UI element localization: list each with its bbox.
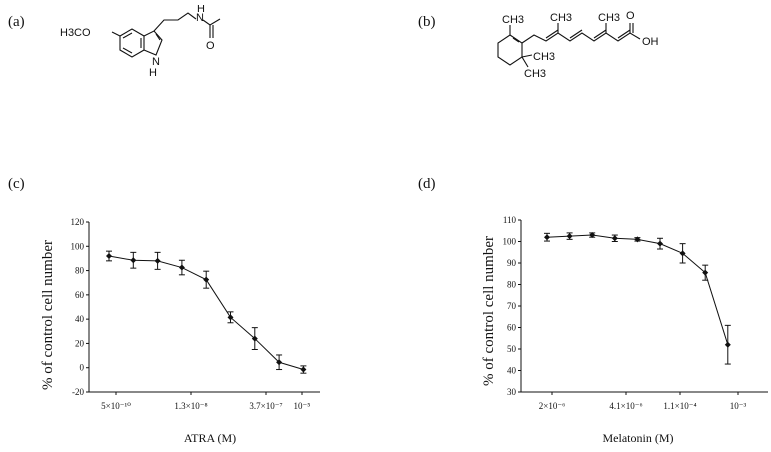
y-tick-label: 100 (503, 237, 517, 247)
data-point (724, 341, 731, 348)
x-tick-label: 1.1×10⁻⁴ (663, 401, 696, 411)
panel-label-a: (a) (8, 14, 25, 30)
data-point (106, 253, 112, 259)
panel-label-d: (d) (418, 176, 436, 192)
y-tick-label: 100 (71, 241, 85, 251)
amide-n-label: N (196, 12, 204, 24)
methyl-5-label: CH3 (524, 68, 546, 80)
y-tick-label: 40 (507, 366, 517, 376)
data-point (227, 314, 234, 321)
x-tick-label: 10⁻⁵ (294, 401, 311, 411)
y-tick-label: 110 (503, 215, 517, 225)
data-point (657, 240, 663, 247)
data-point (178, 264, 185, 271)
y-tick-label: 70 (507, 301, 517, 311)
y-tick-label: 90 (507, 258, 517, 268)
y-tick-label: 80 (507, 280, 517, 290)
retinoic-acid-structure: CH3 CH3 CH3 CH3 CH3 O OH (497, 10, 659, 80)
data-point (154, 257, 161, 264)
data-point (203, 276, 210, 283)
melatonin-x-axis-title: Melatonin (M) (603, 431, 674, 445)
carbonyl-o-label: O (206, 40, 215, 52)
data-point (634, 236, 641, 243)
y-tick-label: 40 (75, 314, 85, 324)
y-tick-label: 120 (71, 217, 85, 227)
methyl-2-label: CH3 (550, 12, 572, 24)
data-point (611, 235, 618, 242)
methyl-3-label: CH3 (598, 12, 620, 24)
y-tick-label: 60 (75, 290, 85, 300)
carboxyl-o-label: O (626, 10, 635, 22)
y-tick-label: 0 (80, 363, 85, 373)
data-point (702, 269, 709, 276)
data-point (589, 232, 596, 239)
amide-h-label: H (197, 5, 205, 15)
indole-h-label: H (149, 67, 157, 79)
y-tick-label: 80 (75, 266, 85, 276)
atra-y-axis-title: % of control cell number (40, 240, 56, 390)
y-tick-label: 30 (507, 387, 517, 397)
data-point (679, 250, 686, 257)
methyl-4-label: CH3 (533, 51, 555, 63)
melatonin-y-axis-title: % of control cell number (481, 236, 497, 386)
data-point (566, 233, 573, 240)
methoxy-label: H3CO (60, 27, 91, 39)
y-tick-label: 60 (507, 323, 517, 333)
x-tick-label: 10⁻³ (730, 401, 747, 411)
y-tick-label: 50 (507, 344, 517, 354)
indole-n-label: N (152, 56, 160, 68)
atra-x-axis-title: ATRA (M) (184, 431, 236, 445)
hydroxyl-label: OH (642, 36, 659, 48)
series-line (546, 234, 729, 345)
data-point (276, 359, 283, 366)
data-point (251, 335, 258, 342)
y-tick-label: -20 (72, 387, 84, 397)
methyl-1-label: CH3 (502, 14, 524, 26)
x-tick-label: 2×10⁻⁶ (539, 401, 565, 411)
panel-label-c: (c) (8, 176, 25, 192)
melatonin-chart: 110 100 90 80 70 60 50 40 30 2×10⁻⁶ 4.1×10⁻⁶ 1.1×10… (481, 215, 768, 445)
panel-label-b: (b) (418, 14, 436, 30)
atra-chart: 120 100 80 60 40 20 0 -20 5×10⁻¹⁰ 1.3×10⁻⁸ 3.7×10⁻… (40, 217, 320, 445)
data-point (130, 257, 137, 264)
x-tick-label: 1.3×10⁻⁸ (174, 401, 207, 411)
melatonin-structure: H3CO N H N H O (60, 5, 221, 79)
y-tick-label: 20 (75, 338, 85, 348)
data-point (300, 366, 307, 373)
x-tick-label: 5×10⁻¹⁰ (101, 401, 131, 411)
x-tick-label: 4.1×10⁻⁶ (609, 401, 642, 411)
data-point (544, 234, 550, 241)
x-tick-label: 3.7×10⁻⁷ (249, 401, 282, 411)
